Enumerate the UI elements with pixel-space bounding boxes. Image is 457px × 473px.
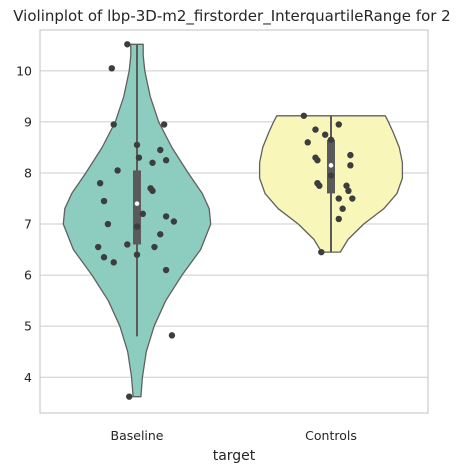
x-tick-label: Controls [305,428,357,443]
data-point [157,231,164,238]
data-point [126,393,133,400]
data-points [95,41,356,400]
data-point [347,151,354,159]
y-tick-label: 9 [24,114,32,129]
y-tick-labels: 4 5 6 7 8 9 10 [16,63,32,384]
data-point [139,210,147,218]
data-point [327,172,335,179]
data-point [151,243,158,251]
data-point [345,187,352,195]
data-point [339,205,346,212]
y-tick-label: 5 [24,319,32,334]
data-point [110,259,117,266]
y-tick-label: 4 [24,370,32,385]
plot-frame [39,29,429,414]
data-point [157,146,164,154]
data-point [314,157,321,164]
data-point [124,241,131,248]
chart-title: Violinplot of lbp-3D-m2_firstorder_Inter… [13,7,450,26]
data-point [135,154,143,161]
data-point [100,197,108,205]
data-point [100,254,108,261]
data-point [335,121,342,128]
data-point [149,159,156,166]
data-point [96,180,104,187]
data-point [321,131,329,138]
data-point [316,182,323,189]
y-tick-label: 7 [24,217,32,232]
data-point [162,213,170,220]
data-point [133,223,141,230]
data-point [133,251,141,258]
data-point [124,41,131,48]
data-point [347,162,354,169]
data-point [300,112,308,119]
data-point [318,248,325,256]
data-point [349,195,356,202]
x-axis-label: target [213,448,256,464]
x-tick-label: Baseline [111,428,164,443]
violins [62,43,404,398]
data-point [335,195,342,202]
data-point [133,141,141,149]
data-point [170,218,178,225]
data-point [335,215,342,223]
data-point [114,167,121,174]
data-point [108,65,115,72]
y-tick-label: 10 [16,63,32,78]
data-point [327,136,335,143]
data-point [168,332,176,339]
data-point [343,182,350,189]
violin-median [328,163,334,168]
data-point [304,139,311,146]
data-point [162,157,170,164]
y-tick-label: 6 [24,268,32,283]
data-point [160,121,168,128]
violin-iqr-box [133,170,141,245]
y-tick-label: 8 [24,165,32,180]
data-point [162,266,170,274]
data-point [312,126,319,133]
data-point [95,243,102,251]
violin-median [134,201,140,206]
data-point [149,187,156,195]
data-point [110,121,117,128]
data-point [104,220,112,228]
x-tick-labels: Baseline Controls [111,428,357,443]
